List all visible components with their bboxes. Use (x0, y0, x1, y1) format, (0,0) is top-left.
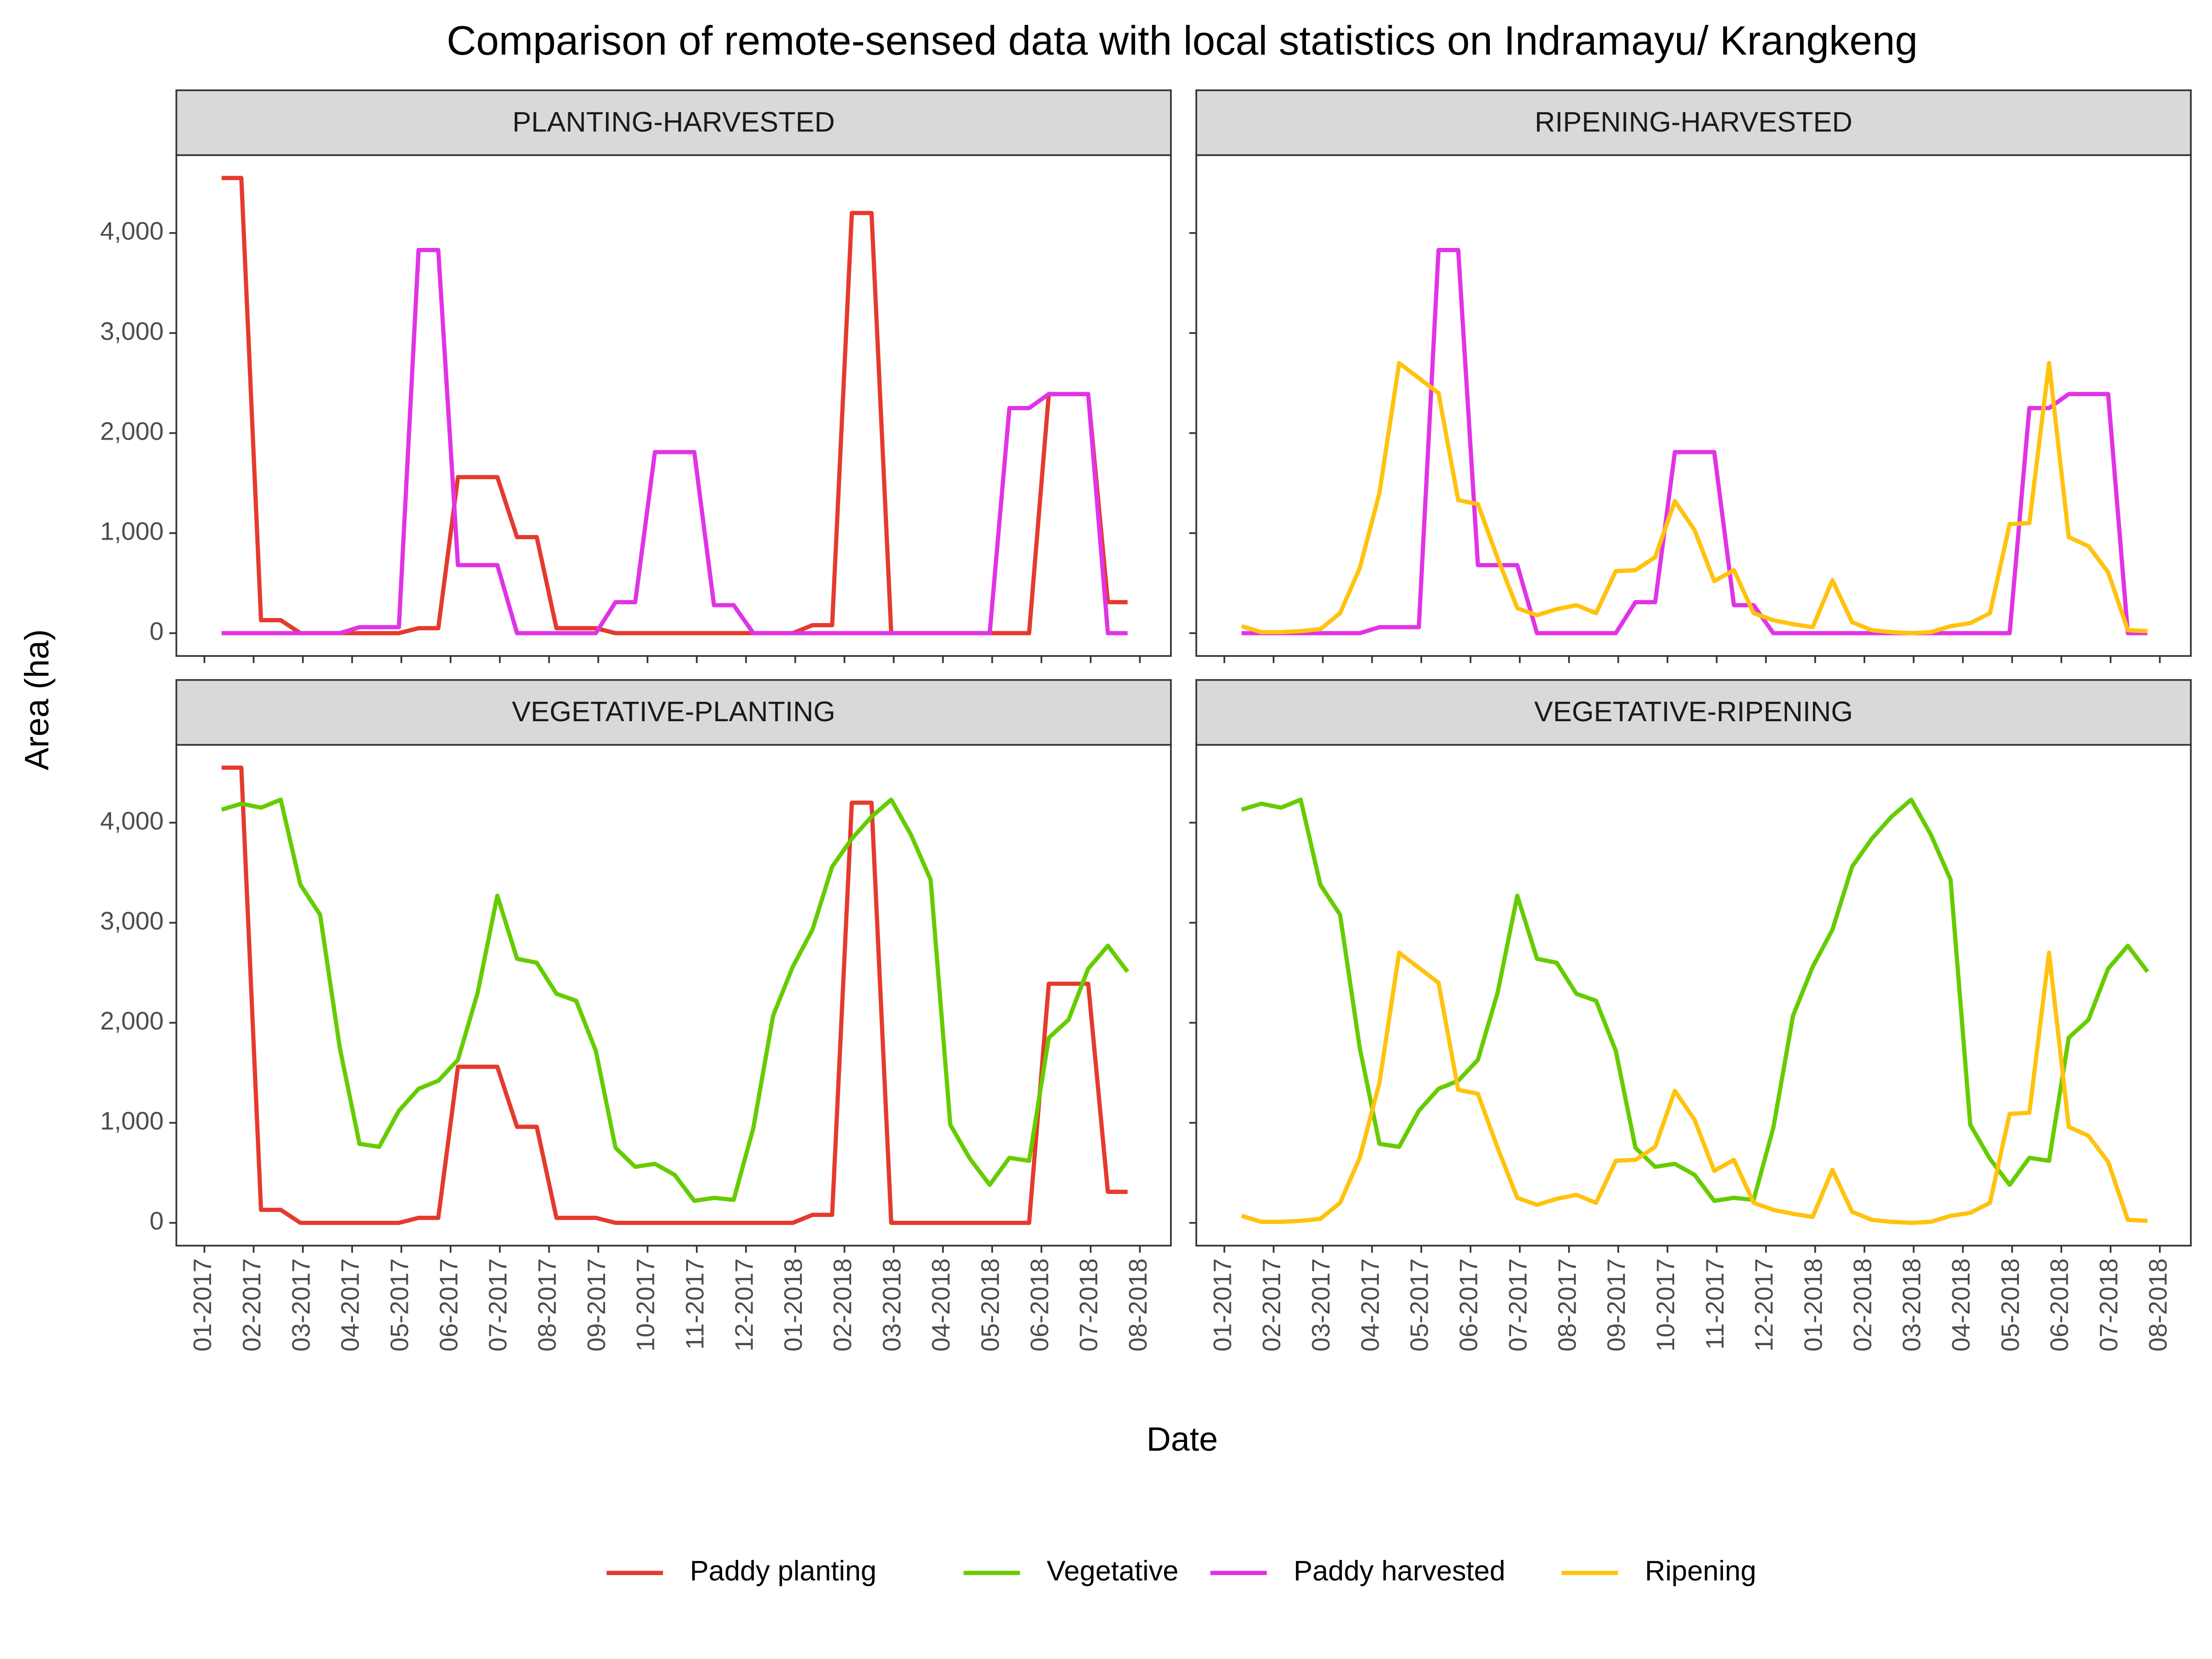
x-tick-label: 11-2017 (681, 1259, 709, 1350)
legend-label: Vegetative (1047, 1555, 1178, 1586)
x-tick-label: 06-2018 (2045, 1259, 2074, 1352)
x-tick-label: 03-2017 (1306, 1259, 1335, 1352)
facet: VEGETATIVE-PLANTING 0 1,000 2,000 3,000 4,000… (100, 679, 1172, 1352)
x-tick-label: 10-2017 (631, 1259, 660, 1352)
x-tick-label: 01-2018 (779, 1259, 807, 1352)
x-axis-title: Date (1147, 1420, 1218, 1458)
x-tick-label: 04-2018 (1947, 1259, 1975, 1352)
y-axis-title: Area (ha) (18, 629, 56, 770)
y-tick-label: 2,000 (100, 1006, 164, 1035)
y-tick-label: 4,000 (100, 806, 164, 835)
x-tick-label: 07-2017 (1503, 1259, 1532, 1352)
strip (175, 89, 1172, 156)
strip-title: VEGETATIVE-RIPENING (1534, 696, 1853, 727)
x-tick-label: 04-2017 (336, 1259, 365, 1352)
plot-panel (1196, 745, 2191, 1246)
x-tick-label: 01-2018 (1799, 1259, 1827, 1352)
x-tick-label: 08-2017 (533, 1259, 561, 1352)
series-line (1241, 361, 2148, 635)
panel-border (1195, 154, 2192, 657)
panel-border (175, 744, 1172, 1247)
plot-panel (176, 155, 1171, 656)
x-tick-label: 03-2018 (1897, 1259, 1926, 1352)
series-line (1241, 247, 2148, 635)
x-tick-label: 01-2017 (188, 1259, 217, 1352)
x-tick-label: 09-2017 (582, 1259, 611, 1352)
x-tick-label: 08-2018 (2143, 1259, 2172, 1352)
x-tick-label: 02-2017 (1257, 1259, 1286, 1352)
x-tick-label: 03-2017 (287, 1259, 315, 1352)
legend-label: Paddy planting (690, 1555, 877, 1586)
x-tick-label: 07-2017 (483, 1259, 512, 1352)
y-tick-label: 3,000 (100, 317, 164, 345)
x-tick-label: 12-2017 (729, 1259, 758, 1352)
panel-border (175, 154, 1172, 657)
x-tick-label: 04-2017 (1356, 1259, 1384, 1352)
x-tick-label: 05-2017 (1405, 1259, 1434, 1352)
x-tick-label: 06-2017 (434, 1259, 463, 1352)
x-tick-label: 05-2017 (385, 1259, 413, 1352)
y-tick-label: 1,000 (100, 517, 164, 545)
x-tick-label: 08-2017 (1553, 1259, 1581, 1352)
series-line (221, 247, 1128, 635)
legend-label: Ripening (1645, 1555, 1756, 1586)
x-tick-label: 05-2018 (976, 1259, 1005, 1352)
panel-border (1195, 744, 2192, 1247)
chart-title: Comparison of remote-sensed data with lo… (447, 18, 1918, 63)
series-line (1241, 950, 2148, 1225)
series-line (221, 765, 1128, 1225)
x-tick-label: 06-2017 (1454, 1259, 1483, 1352)
x-tick-label: 03-2018 (877, 1259, 906, 1352)
y-tick-label: 0 (149, 617, 164, 646)
x-tick-label: 01-2017 (1208, 1259, 1236, 1352)
x-tick-label: 10-2017 (1651, 1259, 1680, 1352)
x-tick-label: 05-2018 (1996, 1259, 2024, 1352)
x-tick-label: 11-2017 (1700, 1259, 1729, 1350)
x-tick-label: 04-2018 (927, 1259, 955, 1352)
x-tick-label: 06-2018 (1025, 1259, 1053, 1352)
strip (1195, 89, 2192, 156)
y-tick-label: 3,000 (100, 906, 164, 935)
x-tick-label: 07-2018 (1074, 1259, 1103, 1352)
facet: RIPENING-HARVESTED (1189, 89, 2192, 663)
y-tick-label: 4,000 (100, 217, 164, 245)
x-tick-label: 07-2018 (2094, 1259, 2123, 1352)
x-tick-label: 02-2018 (1848, 1259, 1877, 1352)
strip-title: VEGETATIVE-PLANTING (512, 696, 835, 727)
x-tick-label: 09-2017 (1602, 1259, 1630, 1352)
strip (1195, 679, 2192, 746)
plot-panel (176, 745, 1171, 1246)
facet: VEGETATIVE-RIPENING 01-2017 02-2017 03-2017… (1189, 679, 2192, 1352)
x-tick-label: 02-2017 (237, 1259, 266, 1352)
facet: PLANTING-HARVESTED 0 1,000 2,000 3,000 4,000 (100, 89, 1172, 663)
y-tick-label: 0 (149, 1206, 164, 1235)
y-tick-label: 1,000 (100, 1106, 164, 1135)
legend: Paddy planting Vegetative Paddy harvested R… (606, 1555, 1756, 1586)
legend-label: Paddy harvested (1294, 1555, 1505, 1586)
strip-title: RIPENING-HARVESTED (1535, 106, 1852, 138)
x-tick-label: 12-2017 (1750, 1259, 1778, 1352)
x-tick-label: 02-2018 (828, 1259, 857, 1352)
x-tick-label: 08-2018 (1124, 1259, 1152, 1352)
plot-panel (1196, 155, 2191, 656)
series-line (221, 797, 1130, 1203)
strip-title: PLANTING-HARVESTED (512, 106, 835, 138)
y-tick-label: 2,000 (100, 417, 164, 445)
